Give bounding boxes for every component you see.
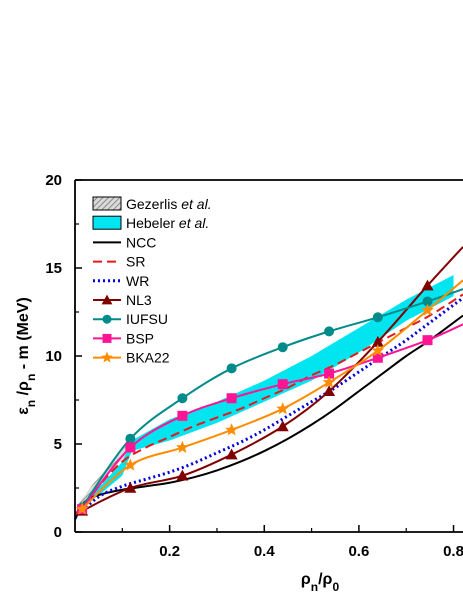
legend-swatch	[92, 196, 122, 211]
x-tick-label: 0.8	[443, 543, 463, 560]
series-layer	[75, 246, 463, 521]
legend-item-gezerlis-et-al: Gezerlis et al.	[92, 196, 212, 212]
data-point-nl3-2	[176, 469, 189, 481]
legend-item-bka22: BKA22	[93, 350, 170, 366]
series-wr	[75, 296, 463, 520]
legend-item-ncc: NCC	[93, 234, 156, 250]
data-point-bsp-7	[422, 335, 433, 346]
data-point-iufsu-7	[422, 296, 433, 307]
x-tick-label: 0.2	[159, 543, 180, 560]
x-axis-label: ρn/ρ0	[301, 571, 340, 594]
data-point-nl3-7	[421, 279, 434, 291]
legend-marker	[102, 314, 112, 324]
data-point-bka22-1	[123, 458, 137, 471]
data-point-iufsu-2	[177, 393, 188, 404]
series-line-wr	[75, 296, 463, 520]
axes-layer: 0 5 10 15 20 0.2 0.4 0.6 0.8	[45, 172, 463, 560]
legend-item-iufsu: IUFSU	[93, 311, 168, 327]
legend-marker	[101, 294, 113, 305]
data-point-iufsu-6	[372, 312, 383, 323]
y-tick-label: 20	[45, 172, 62, 189]
data-point-bka22-3	[225, 423, 239, 436]
data-point-iufsu-1	[125, 433, 136, 444]
y-tick-label: 5	[54, 436, 62, 453]
data-point-iufsu-4	[277, 342, 288, 353]
series-line-ncc	[75, 314, 463, 521]
x-tick-label: 0.4	[254, 543, 276, 560]
data-point-bsp-4	[277, 379, 288, 390]
legend-label: NCC	[126, 234, 156, 250]
legend-label: BKA22	[126, 350, 170, 366]
data-point-bsp-6	[372, 352, 383, 363]
series-bka22	[75, 279, 463, 515]
data-point-nl3-6	[371, 335, 384, 347]
data-point-bka22-4	[276, 402, 290, 415]
y-tick-label: 15	[45, 260, 62, 277]
series-iufsu	[77, 288, 463, 513]
y-tick-label: 10	[45, 348, 62, 365]
data-point-nl3-4	[276, 420, 289, 432]
legend-item-sr: SR	[93, 254, 145, 270]
y-tick-label: 0	[54, 524, 62, 541]
y-axis-label: εn /ρn - m (MeV)	[15, 297, 38, 415]
legend-label: BSP	[126, 330, 154, 346]
x-tick-label: 0.6	[348, 543, 369, 560]
legend-swatch	[92, 215, 122, 230]
band-hebeler-et-al	[79, 275, 454, 510]
legend-item-nl3: NL3	[93, 292, 152, 308]
legend-label: NL3	[126, 292, 152, 308]
data-point-bka22-0	[75, 502, 89, 515]
legend-item-bsp: BSP	[93, 330, 154, 346]
data-point-bsp-3	[226, 393, 237, 404]
legend-label: Gezerlis et al.	[126, 196, 212, 212]
data-point-bsp-2	[177, 410, 188, 421]
series-sr	[75, 293, 463, 516]
data-point-bka22-5	[322, 375, 336, 388]
legend-item-wr: WR	[93, 273, 149, 289]
data-point-bsp-5	[324, 368, 335, 379]
legend-label: Hebeler et al.	[126, 215, 209, 231]
data-point-bka22-2	[175, 440, 189, 453]
data-point-nl3-5	[323, 385, 336, 396]
data-point-bka22-7	[421, 303, 434, 316]
legend-label: SR	[126, 254, 145, 270]
legend-label: WR	[126, 273, 149, 289]
data-point-bsp-1	[125, 442, 136, 453]
legend-marker	[101, 351, 113, 363]
data-point-iufsu-3	[226, 363, 237, 374]
data-point-bka22-6	[371, 343, 385, 357]
data-point-nl3-3	[225, 448, 238, 460]
data-point-nl3-1	[124, 482, 137, 493]
legend: Gezerlis et al. Hebeler et al. NCC SR WR NL3 I…	[92, 196, 212, 366]
series-ncc	[75, 314, 463, 521]
legend-label: IUFSU	[126, 311, 168, 327]
data-point-iufsu-5	[324, 326, 335, 337]
legend-marker	[102, 333, 112, 343]
series-line-sr	[75, 293, 463, 516]
legend-item-hebeler-et-al: Hebeler et al.	[92, 215, 209, 231]
